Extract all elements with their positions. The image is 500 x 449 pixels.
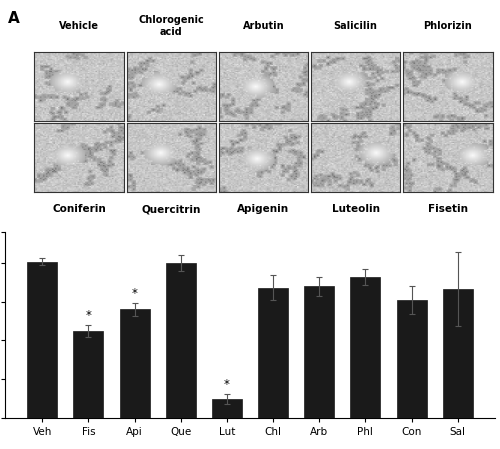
Bar [166, 263, 196, 418]
Text: Apigenin: Apigenin [238, 204, 290, 215]
Bar [212, 399, 242, 418]
Bar [258, 288, 288, 418]
Text: Quercitrin: Quercitrin [142, 204, 201, 215]
Bar [28, 261, 58, 418]
Text: Phlorizin: Phlorizin [424, 21, 472, 31]
Text: Chlorogenic
acid: Chlorogenic acid [138, 15, 204, 37]
Text: Vehicle: Vehicle [59, 21, 99, 31]
Text: Fisetin: Fisetin [428, 204, 468, 215]
Text: Arbutin: Arbutin [242, 21, 284, 31]
Text: *: * [132, 287, 138, 300]
Text: A: A [8, 11, 19, 26]
Bar [74, 331, 104, 418]
Text: *: * [224, 379, 230, 392]
Text: *: * [86, 309, 91, 322]
Bar [442, 289, 472, 418]
Bar [304, 286, 334, 418]
Bar [350, 277, 380, 418]
Bar [120, 309, 150, 418]
Bar [396, 300, 426, 418]
Text: Coniferin: Coniferin [52, 204, 106, 215]
Text: Luteolin: Luteolin [332, 204, 380, 215]
Text: Salicilin: Salicilin [334, 21, 378, 31]
